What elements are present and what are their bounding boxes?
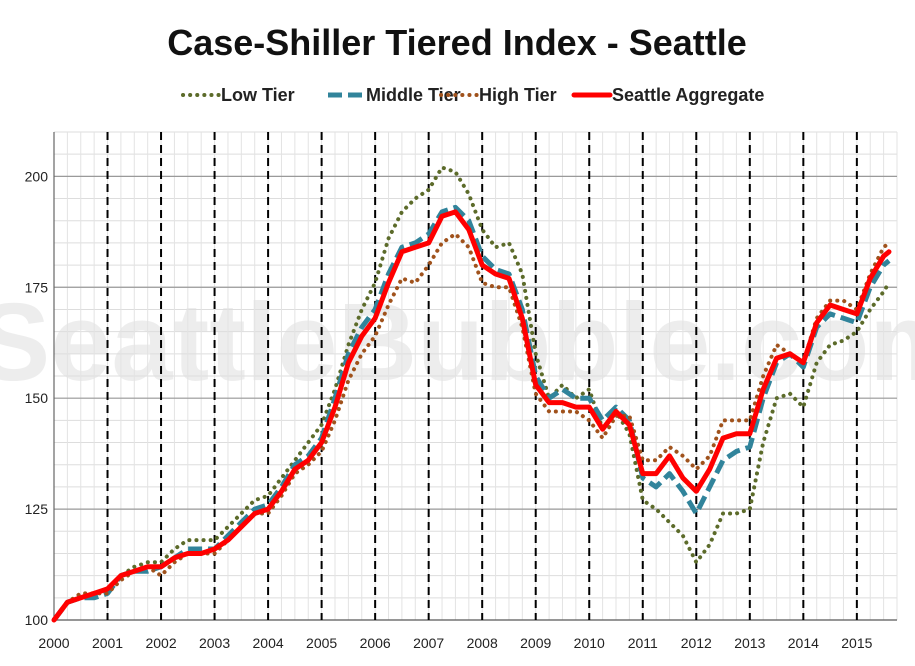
y-tick-label: 125 [25,501,49,517]
legend-label-low-tier: Low Tier [221,85,295,105]
y-tick-label: 200 [25,168,49,184]
x-tick-label: 2006 [360,635,391,651]
legend-label-high-tier: High Tier [479,85,557,105]
x-tick-label: 2003 [199,635,230,651]
x-tick-label: 2014 [788,635,819,651]
x-tick-label: 2001 [92,635,123,651]
x-tick-label: 2015 [841,635,872,651]
x-tick-label: 2007 [413,635,444,651]
x-tick-label: 2004 [253,635,284,651]
x-tick-label: 2009 [520,635,551,651]
legend: Low Tier Middle Tier High Tier Seattle Aggr… [181,85,764,105]
x-tick-label: 2010 [574,635,605,651]
x-tick-label: 2002 [145,635,176,651]
x-tick-label: 2013 [734,635,765,651]
y-tick-label: 175 [25,279,49,295]
year-divider-lines [106,132,858,620]
x-tick-label: 2000 [38,635,69,651]
x-axis-tick-labels: 2000 2001 2002 2003 2004 2005 2006 2007 2008 2009… [38,635,872,651]
y-tick-label: 100 [25,612,49,628]
series-layer [51,165,892,623]
legend-label-middle-tier: Middle Tier [366,85,461,105]
chart-title: Case-Shiller Tiered Index - Seattle [167,22,747,63]
y-tick-label: 150 [25,390,49,406]
y-axis-tick-labels: 100 125 150 175 200 [25,168,49,628]
grid-major [53,132,897,621]
series-line-middle-tier [52,204,891,622]
series-line-low-tier [52,165,891,622]
x-tick-label: 2012 [681,635,712,651]
x-tick-label: 2008 [467,635,498,651]
watermark: SeattleBubble.com [0,281,915,404]
x-tick-label: 2005 [306,635,337,651]
legend-label-seattle-aggregate: Seattle Aggregate [612,85,764,105]
x-tick-label: 2011 [628,635,658,651]
series-line-seattle-aggregate [51,209,892,623]
